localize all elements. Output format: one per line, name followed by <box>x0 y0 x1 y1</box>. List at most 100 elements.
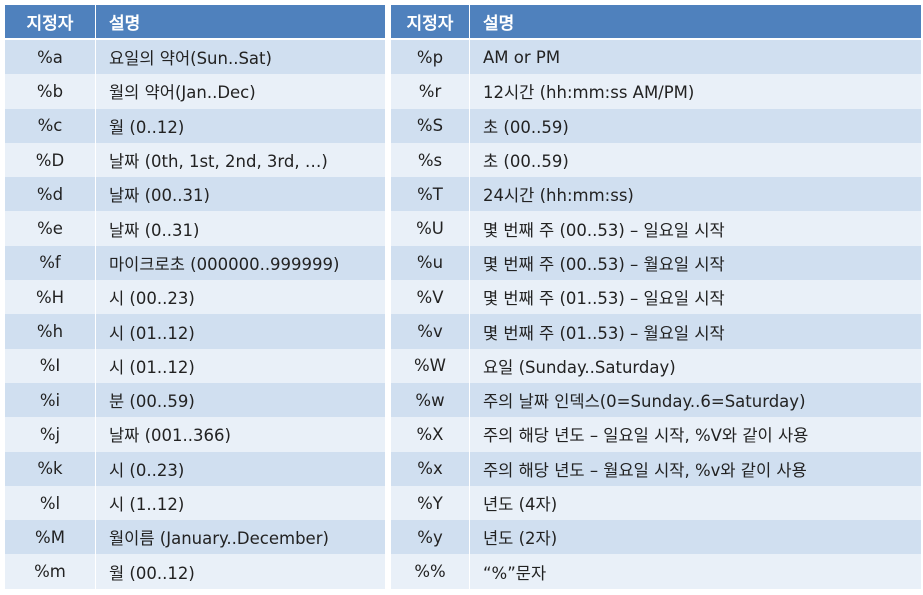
description-cell: 12시간 (hh:mm:ss AM/PM) <box>469 74 921 109</box>
specifier-cell: %u <box>391 245 469 281</box>
column-header-description: 설명 <box>95 5 385 40</box>
description-cell: 날짜 (00..31) <box>95 177 385 212</box>
table-row: %Y 년도 (4자) <box>391 485 921 521</box>
table-row: %V 몇 번째 주 (01..53) – 일요일 시작 <box>391 280 921 315</box>
description-cell: 날짜 (0th, 1st, 2nd, 3rd, …) <box>95 142 385 178</box>
table-header-row: 지정자 설명 <box>391 5 921 40</box>
specifier-cell: %r <box>391 74 469 109</box>
table-row: %k 시 (0..23) <box>5 451 385 486</box>
specifier-cell: %W <box>391 348 469 383</box>
description-cell: 초 (00..59) <box>469 108 921 143</box>
table-row: %f 마이크로초 (000000..999999) <box>5 245 385 281</box>
description-cell: 시 (00..23) <box>95 280 385 315</box>
specifier-cell: %V <box>391 280 469 315</box>
table-row: %e 날짜 (0..31) <box>5 211 385 246</box>
table-row: %X 주의 해당 년도 – 일요일 시작, %V와 같이 사용 <box>391 417 921 452</box>
description-cell: 월이름 (January..December) <box>95 520 385 555</box>
table-row: %I 시 (01..12) <box>5 348 385 383</box>
specifier-cell: %e <box>5 211 95 246</box>
specifier-cell: %I <box>5 348 95 383</box>
description-cell: 분 (00..59) <box>95 382 385 418</box>
specifier-cell: %% <box>391 554 469 589</box>
description-cell: 날짜 (001..366) <box>95 417 385 452</box>
table-row: %H 시 (00..23) <box>5 280 385 315</box>
description-cell: 시 (0..23) <box>95 451 385 486</box>
description-cell: 주의 날짜 인덱스(0=Sunday..6=Saturday) <box>469 382 921 418</box>
column-header-specifier: 지정자 <box>5 5 95 40</box>
description-cell: 년도 (2자) <box>469 520 921 555</box>
specifier-cell: %c <box>5 108 95 143</box>
description-cell: AM or PM <box>469 40 921 75</box>
specifier-cell: %H <box>5 280 95 315</box>
specifier-cell: %d <box>5 177 95 212</box>
description-cell: 요일의 약어(Sun..Sat) <box>95 40 385 75</box>
table-header-row: 지정자 설명 <box>5 5 385 40</box>
table-row: %i 분 (00..59) <box>5 382 385 418</box>
description-cell: 시 (01..12) <box>95 314 385 349</box>
table-row: %T 24시간 (hh:mm:ss) <box>391 177 921 212</box>
description-cell: 시 (1..12) <box>95 485 385 521</box>
description-cell: 몇 번째 주 (01..53) – 월요일 시작 <box>469 314 921 349</box>
column-header-specifier: 지정자 <box>391 5 469 40</box>
table-row: %S 초 (00..59) <box>391 108 921 143</box>
specifier-cell: %M <box>5 520 95 555</box>
specifier-cell: %w <box>391 382 469 418</box>
specifier-table-right: 지정자 설명 %p AM or PM %r 12시간 (hh:mm:ss AM/PM)… <box>391 5 921 589</box>
description-cell: 년도 (4자) <box>469 485 921 521</box>
description-cell: 시 (01..12) <box>95 348 385 383</box>
specifier-cell: %Y <box>391 485 469 521</box>
table-row: %W 요일 (Sunday..Saturday) <box>391 348 921 383</box>
table-row: %s 초 (00..59) <box>391 142 921 178</box>
specifier-cell: %b <box>5 74 95 109</box>
table-row: %p AM or PM <box>391 40 921 75</box>
specifier-cell: %X <box>391 417 469 452</box>
specifier-cell: %x <box>391 451 469 486</box>
specifier-cell: %S <box>391 108 469 143</box>
table-row: %y 년도 (2자) <box>391 520 921 555</box>
description-cell: 요일 (Sunday..Saturday) <box>469 348 921 383</box>
description-cell: 주의 해당 년도 – 월요일 시작, %v와 같이 사용 <box>469 451 921 486</box>
specifier-cell: %k <box>5 451 95 486</box>
specifier-cell: %j <box>5 417 95 452</box>
table-row: %D 날짜 (0th, 1st, 2nd, 3rd, …) <box>5 142 385 178</box>
specifier-cell: %f <box>5 245 95 281</box>
specifier-cell: %s <box>391 142 469 178</box>
table-row: %b 월의 약어(Jan..Dec) <box>5 74 385 109</box>
table-row: %w 주의 날짜 인덱스(0=Sunday..6=Saturday) <box>391 382 921 418</box>
specifier-cell: %m <box>5 554 95 589</box>
table-row: %l 시 (1..12) <box>5 485 385 521</box>
specifier-cell: %i <box>5 382 95 418</box>
table-row: %d 날짜 (00..31) <box>5 177 385 212</box>
specifier-cell: %h <box>5 314 95 349</box>
table-row: %M 월이름 (January..December) <box>5 520 385 555</box>
specifier-cell: %v <box>391 314 469 349</box>
description-cell: 마이크로초 (000000..999999) <box>95 245 385 281</box>
specifier-cell: %T <box>391 177 469 212</box>
specifier-cell: %U <box>391 211 469 246</box>
table-row: %r 12시간 (hh:mm:ss AM/PM) <box>391 74 921 109</box>
description-cell: “%”문자 <box>469 554 921 589</box>
specifier-table-left: 지정자 설명 %a 요일의 약어(Sun..Sat) %b 월의 약어(Jan..De… <box>5 5 385 589</box>
specifier-cell: %a <box>5 40 95 75</box>
table-row: %a 요일의 약어(Sun..Sat) <box>5 40 385 75</box>
description-cell: 날짜 (0..31) <box>95 211 385 246</box>
table-row: %h 시 (01..12) <box>5 314 385 349</box>
specifier-cell: %p <box>391 40 469 75</box>
column-header-description: 설명 <box>469 5 921 40</box>
specifier-cell: %l <box>5 485 95 521</box>
description-cell: 월 (0..12) <box>95 108 385 143</box>
specifier-cell: %D <box>5 142 95 178</box>
description-cell: 월 (00..12) <box>95 554 385 589</box>
description-cell: 몇 번째 주 (00..53) – 월요일 시작 <box>469 245 921 281</box>
table-row: %x 주의 해당 년도 – 월요일 시작, %v와 같이 사용 <box>391 451 921 486</box>
table-row: %U 몇 번째 주 (00..53) – 일요일 시작 <box>391 211 921 246</box>
description-cell: 24시간 (hh:mm:ss) <box>469 177 921 212</box>
description-cell: 몇 번째 주 (00..53) – 일요일 시작 <box>469 211 921 246</box>
table-row: %v 몇 번째 주 (01..53) – 월요일 시작 <box>391 314 921 349</box>
table-row: %c 월 (0..12) <box>5 108 385 143</box>
table-row: %% “%”문자 <box>391 554 921 589</box>
description-cell: 월의 약어(Jan..Dec) <box>95 74 385 109</box>
description-cell: 주의 해당 년도 – 일요일 시작, %V와 같이 사용 <box>469 417 921 452</box>
table-row: %u 몇 번째 주 (00..53) – 월요일 시작 <box>391 245 921 281</box>
table-row: %j 날짜 (001..366) <box>5 417 385 452</box>
